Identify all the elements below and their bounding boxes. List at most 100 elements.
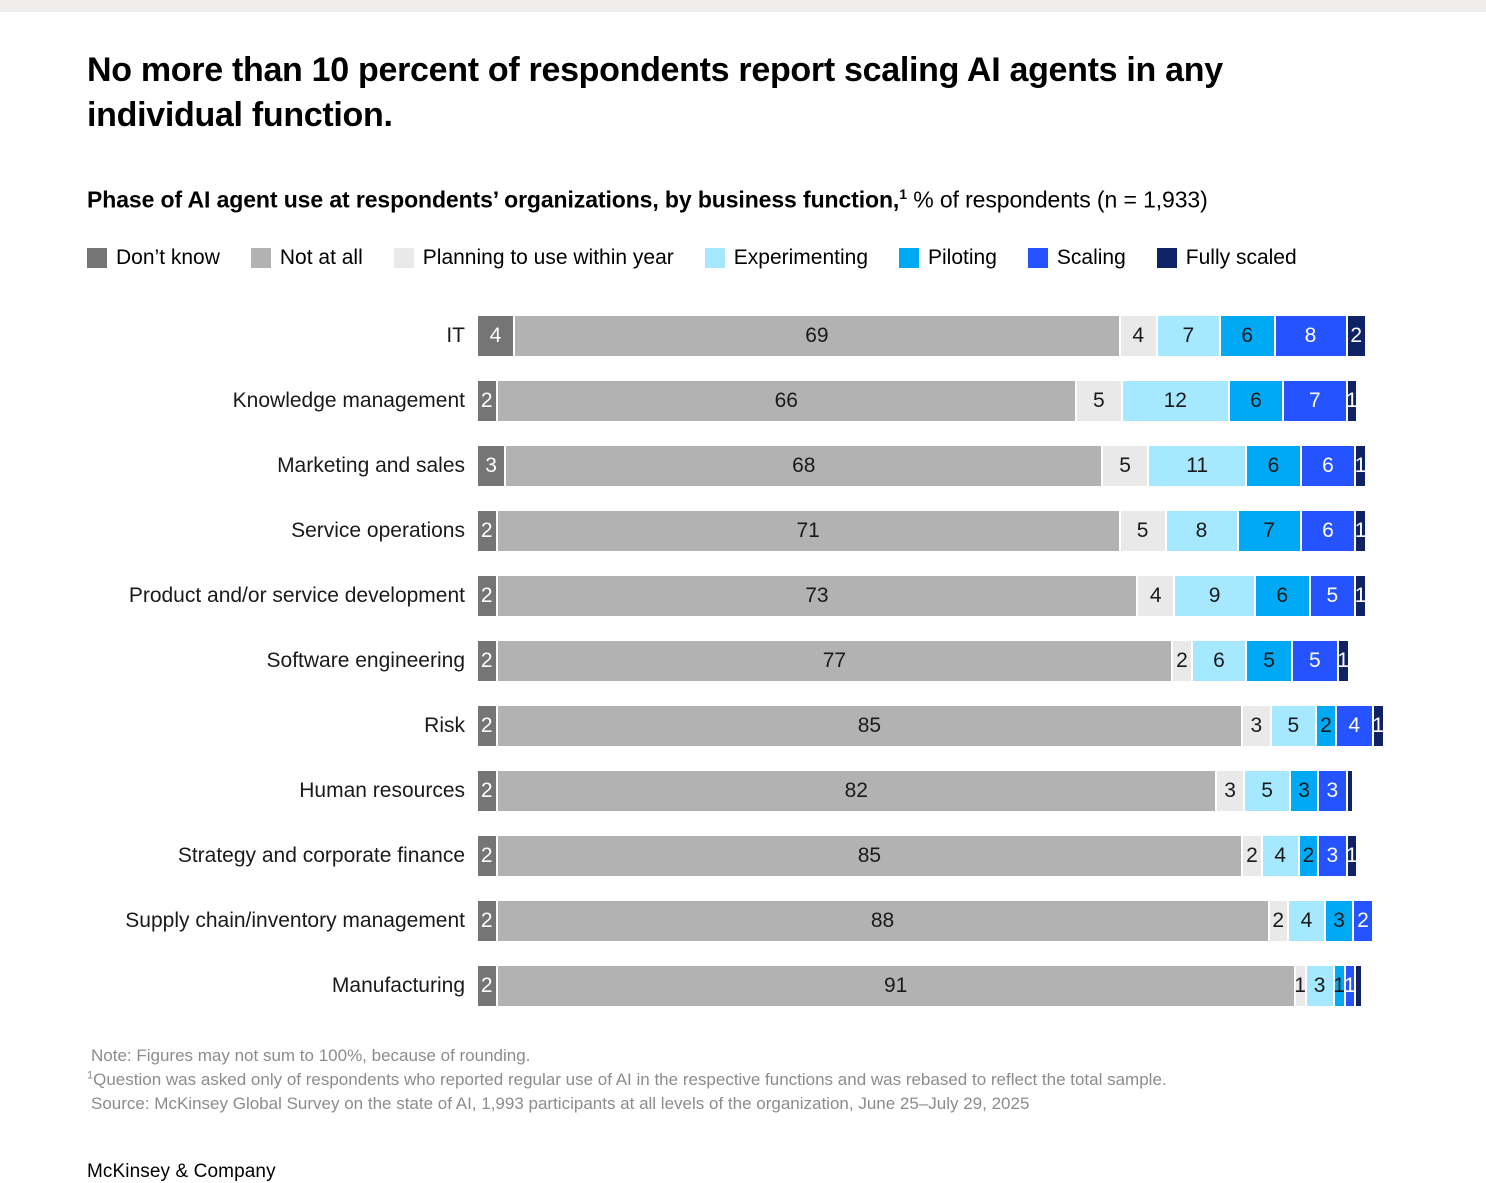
chart-row: Manufacturing 2 91 1 3 1 1 <box>87 966 1399 1007</box>
bar-segment: 5 <box>1245 771 1289 812</box>
bar-segment: 5 <box>1103 446 1147 487</box>
bar-segment: 2 <box>1317 706 1335 747</box>
chart-row: Supply chain/inventory management 2 88 2 4 3 2 <box>87 901 1399 942</box>
footnote-source: Source: McKinsey Global Survey on the st… <box>91 1093 1030 1113</box>
page-title: No more than 10 percent of respondents r… <box>87 51 1223 135</box>
bar-segment: 1 <box>1355 511 1366 552</box>
legend-swatch-icon <box>393 248 414 269</box>
bar-segment: 5 <box>1247 641 1291 682</box>
bar-segment: 2 <box>478 771 496 812</box>
bar-segment: 6 <box>1301 511 1355 552</box>
bar-segment: 77 <box>497 641 1172 682</box>
row-bars: 2 85 2 4 2 3 1 <box>478 836 1358 877</box>
bar-segment: 2 <box>478 576 496 617</box>
bar-segment: 4 <box>1336 706 1372 747</box>
legend-label: Planning to use within year <box>422 246 674 270</box>
row-bars: 2 82 3 5 3 3 <box>478 771 1352 812</box>
legend-label: Scaling <box>1056 246 1126 270</box>
bar-segment: 2 <box>478 511 496 552</box>
row-bars: 2 71 5 8 7 6 1 <box>478 511 1366 552</box>
bar-segment: 1 <box>1294 966 1306 1007</box>
bar-segment: 2 <box>478 901 496 942</box>
legend-item: Don’t know <box>87 246 220 270</box>
bar-segment: 4 <box>1289 901 1324 942</box>
bar-segment: 66 <box>497 381 1075 422</box>
row-bars: 4 69 4 7 6 8 2 <box>478 316 1365 357</box>
legend-label: Fully scaled <box>1185 246 1297 270</box>
bar-segment: 5 <box>1310 576 1355 617</box>
bar-segment: 2 <box>1347 316 1365 357</box>
bar-segment <box>1347 771 1352 812</box>
legend-swatch-icon <box>899 248 919 269</box>
chart-row: Product and/or service development 2 73 4 9 6… <box>87 576 1399 617</box>
bar-segment: 2 <box>1354 901 1372 942</box>
legend: Don’t know Not at all Planning to use with… <box>87 246 1399 270</box>
bar-segment: 4 <box>478 316 513 357</box>
bar-segment: 8 <box>1166 511 1237 552</box>
category-label: IT <box>446 324 465 348</box>
bar-segment: 3 <box>478 446 505 487</box>
bar-segment: 4 <box>1262 836 1298 877</box>
bar-segment: 4 <box>1120 316 1156 357</box>
bar-segment: 3 <box>1319 836 1346 877</box>
legend-label: Piloting <box>928 246 997 270</box>
chart-subtitle-rest: % of respondents (n = 1,933) <box>906 187 1208 214</box>
bar-segment: 9 <box>1175 576 1254 617</box>
bar-segment: 73 <box>497 576 1137 617</box>
bar-segment: 5 <box>1293 641 1337 682</box>
chart-row: Software engineering 2 77 2 6 5 5 1 <box>87 641 1399 682</box>
bar-segment: 2 <box>1243 836 1261 877</box>
bar-segment: 3 <box>1243 706 1270 747</box>
bar-segment: 2 <box>478 641 496 682</box>
bar-segment: 3 <box>1326 901 1353 942</box>
subtitle-footnote-marker: 1 <box>899 186 907 203</box>
chart-row: IT 4 69 4 7 6 8 2 <box>87 316 1399 357</box>
footnote-question: 1Question was asked only of respondents … <box>87 1069 1167 1089</box>
bar-segment: 85 <box>497 706 1242 747</box>
chart-subtitle: Phase of AI agent use at respondents’ or… <box>87 186 1399 214</box>
bar-segment: 2 <box>1173 641 1191 682</box>
row-bars: 2 66 5 12 6 7 1 <box>478 381 1358 422</box>
bar-segment: 1 <box>1346 381 1358 422</box>
mckinsey-logo: McKinsey & Company <box>87 1161 276 1183</box>
legend-item: Scaling <box>1027 246 1126 270</box>
chart-row: Human resources 2 82 3 5 3 3 <box>87 771 1399 812</box>
bar-segment: 6 <box>1256 576 1309 617</box>
legend-item: Not at all <box>250 246 363 270</box>
category-label: Marketing and sales <box>277 454 465 478</box>
legend-label: Not at all <box>279 246 363 270</box>
footnote-marker: 1 <box>87 1069 94 1082</box>
bar-segment: 2 <box>1299 836 1318 877</box>
stacked-bar-chart: IT 4 69 4 7 6 8 2 Knowledge management 2 66 5 12 6 7 1 M… <box>87 316 1399 1007</box>
bar-segment: 1 <box>1372 706 1384 747</box>
bar-segment: 7 <box>1238 511 1300 552</box>
bar-segment: 1 <box>1355 446 1366 487</box>
category-label: Product and/or service development <box>128 584 465 608</box>
legend-item: Piloting <box>899 246 997 270</box>
bar-segment: 6 <box>1301 446 1355 487</box>
legend-swatch-icon <box>250 248 271 269</box>
legend-swatch-icon <box>704 248 725 269</box>
legend-swatch-icon <box>87 248 107 269</box>
legend-swatch-icon <box>1027 248 1048 269</box>
bar-segment: 91 <box>497 966 1294 1007</box>
legend-label: Experimenting <box>733 246 868 270</box>
bar-segment: 68 <box>506 446 1102 487</box>
bar-segment: 5 <box>1271 706 1316 747</box>
legend-item: Planning to use within year <box>393 246 674 270</box>
category-label: Risk <box>424 714 465 738</box>
chart-row: Risk 2 85 3 5 2 4 1 <box>87 706 1399 747</box>
bar-segment: 2 <box>478 706 496 747</box>
bar-segment: 2 <box>478 836 496 877</box>
bar-segment: 7 <box>1157 316 1219 357</box>
bar-segment: 3 <box>1319 771 1346 812</box>
legend-item: Fully scaled <box>1156 246 1297 270</box>
bar-segment: 82 <box>497 771 1215 812</box>
bar-segment: 6 <box>1247 446 1300 487</box>
bar-segment: 12 <box>1122 381 1228 422</box>
bar-segment: 1 <box>1355 576 1366 617</box>
category-label: Service operations <box>291 519 465 543</box>
bar-segment: 69 <box>515 316 1119 357</box>
bar-segment: 1 <box>1346 836 1358 877</box>
row-bars: 3 68 5 11 6 6 1 <box>478 446 1366 487</box>
